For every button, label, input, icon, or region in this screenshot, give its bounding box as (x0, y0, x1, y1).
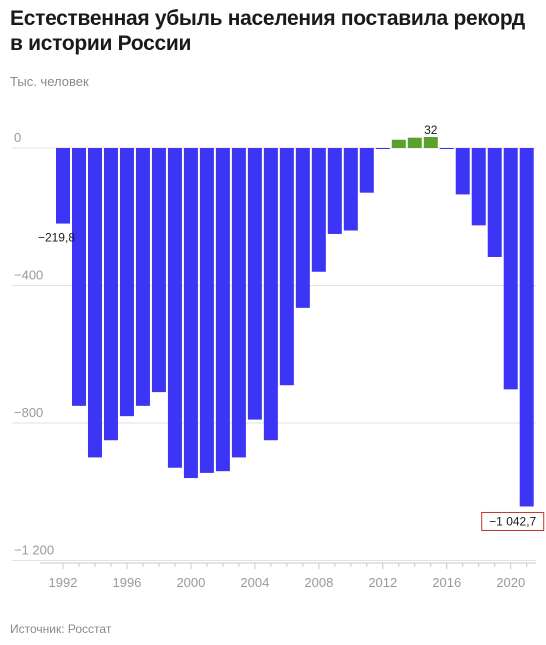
x-tick-label: 2020 (496, 575, 525, 590)
y-tick-label: −1 200 (14, 543, 54, 558)
bar-1992 (56, 148, 70, 224)
data-label-2015: 32 (424, 123, 438, 137)
bar-2011 (359, 148, 374, 193)
bar-2006 (279, 148, 294, 386)
data-label-2021: −1 042,7 (489, 514, 536, 528)
bar-2010 (343, 148, 358, 231)
bar-2002 (215, 148, 230, 472)
bar-2000 (183, 148, 198, 479)
bar-2019 (487, 148, 502, 257)
data-label-1992: −219,8 (38, 231, 75, 245)
bar-2018 (471, 148, 486, 226)
bar-2012 (375, 148, 390, 149)
bar-2015 (423, 136, 438, 148)
bar-2013 (391, 139, 406, 148)
chart-title: Естественная убыль населения поставила р… (10, 7, 525, 55)
bar-2001 (199, 148, 214, 473)
bar-1995 (103, 148, 118, 441)
x-tick-label: 2008 (304, 575, 333, 590)
x-tick-label: 1996 (112, 575, 141, 590)
data-labels: −219,8 32 −1 042,7 (38, 123, 545, 531)
y-tick-label: −800 (14, 405, 43, 420)
bar-1998 (151, 148, 166, 393)
bar-2020 (503, 148, 518, 390)
bar-2008 (311, 148, 326, 272)
bar-1999 (167, 148, 182, 468)
x-tick-label: 2016 (432, 575, 461, 590)
y-tick-label: −400 (14, 268, 43, 283)
x-axis: 1992 1996 2000 2004 2008 2012 2016 2020 (40, 562, 536, 590)
bar-2005 (263, 148, 278, 441)
bar-2021 (519, 148, 534, 507)
x-tick-label: 2012 (368, 575, 397, 590)
y-axis-labels: 0 −400 −800 −1 200 (14, 130, 54, 558)
x-tick-label: 1992 (49, 575, 78, 590)
x-tick-label: 2004 (240, 575, 269, 590)
y-tick-label: 0 (14, 130, 21, 145)
x-tick-label: 2000 (176, 575, 205, 590)
bar-2016 (439, 148, 454, 149)
bar-1997 (135, 148, 150, 406)
y-axis-unit-label: Тыс. человек (10, 74, 89, 89)
bar-2014 (407, 137, 422, 148)
bar-1996 (119, 148, 134, 417)
bar-1993 (71, 148, 86, 406)
bar-2003 (231, 148, 246, 458)
bar-2017 (455, 148, 470, 195)
bars (56, 136, 534, 507)
bar-1994 (87, 148, 102, 458)
bar-2007 (295, 148, 310, 308)
record-value-box (481, 511, 545, 531)
bar-2004 (247, 148, 262, 420)
bar-2009 (327, 148, 342, 234)
source-note: Источник: Росстат (10, 622, 112, 636)
